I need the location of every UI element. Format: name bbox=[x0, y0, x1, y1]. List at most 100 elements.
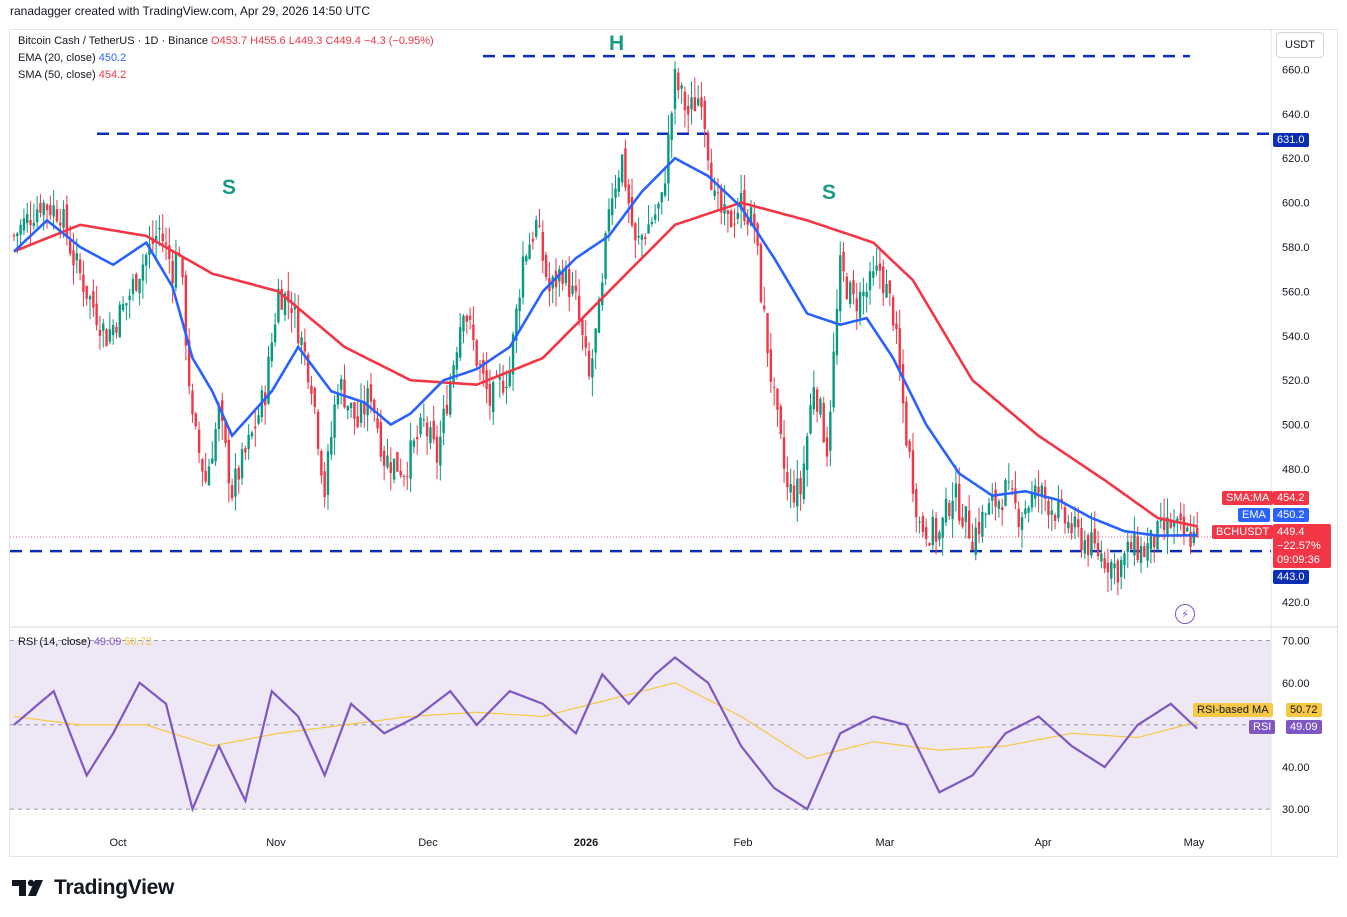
candle-body bbox=[521, 256, 525, 298]
candle-body bbox=[234, 468, 237, 497]
candle-body bbox=[92, 291, 95, 308]
time-label: Oct bbox=[109, 837, 126, 849]
candle-body bbox=[125, 303, 128, 306]
candle-body bbox=[1096, 543, 1100, 557]
candle-body bbox=[977, 521, 981, 535]
candle-body bbox=[254, 426, 257, 429]
candle-body bbox=[297, 307, 300, 344]
candle-body bbox=[948, 502, 951, 517]
candle-body bbox=[316, 411, 320, 449]
candle-body bbox=[799, 478, 802, 495]
candle-body bbox=[386, 455, 389, 468]
candle-body bbox=[1149, 530, 1153, 549]
candle-body bbox=[409, 440, 412, 479]
candle-body bbox=[825, 437, 829, 457]
candle-body bbox=[465, 315, 468, 322]
candle-body bbox=[145, 255, 148, 266]
time-label: Feb bbox=[734, 837, 753, 849]
candle-body bbox=[594, 328, 597, 353]
candle-body bbox=[458, 326, 462, 358]
candle-body bbox=[1182, 516, 1186, 535]
legend-rsi-row[interactable]: RSI (14, close) 49.09 50.72 bbox=[18, 636, 152, 648]
candle-body bbox=[416, 437, 419, 440]
candle-body bbox=[862, 291, 865, 296]
legend-ema-row[interactable]: EMA (20, close) 450.2 bbox=[18, 52, 126, 64]
candle-body bbox=[111, 324, 115, 336]
candle-body bbox=[472, 324, 475, 341]
candle-body bbox=[528, 244, 531, 260]
candle-body bbox=[769, 349, 773, 382]
candle-body bbox=[710, 162, 713, 191]
candle-body bbox=[564, 266, 568, 284]
candle-body bbox=[875, 265, 878, 271]
candle-body bbox=[954, 483, 958, 498]
currency-button[interactable]: USDT bbox=[1276, 32, 1324, 58]
candle-body bbox=[1106, 562, 1110, 573]
candle-body bbox=[85, 285, 88, 299]
candle-body bbox=[306, 354, 310, 383]
candle-body bbox=[174, 253, 178, 288]
candle-body bbox=[924, 527, 928, 540]
tradingview-logo-icon bbox=[12, 879, 43, 896]
candle-body bbox=[680, 85, 683, 89]
candle-body bbox=[82, 274, 85, 292]
candle-body bbox=[812, 387, 816, 410]
rsi-ma-axis-value: 50.72 bbox=[1286, 703, 1322, 717]
candle-body bbox=[425, 422, 429, 437]
candle-body bbox=[581, 319, 584, 336]
candle-body bbox=[267, 356, 270, 404]
candle-body bbox=[855, 298, 858, 312]
candle-body bbox=[802, 463, 806, 500]
candle-body bbox=[1123, 553, 1126, 566]
candle-body bbox=[1090, 532, 1093, 556]
candle-body bbox=[1080, 527, 1083, 551]
candle-body bbox=[571, 285, 574, 294]
last-price: 449.4 bbox=[1277, 526, 1305, 538]
candle-body bbox=[439, 436, 442, 466]
candle-body bbox=[359, 401, 363, 423]
candle-body bbox=[736, 212, 739, 219]
candle-body bbox=[1113, 563, 1116, 569]
candle-body bbox=[958, 483, 961, 521]
candle-body bbox=[1192, 531, 1196, 543]
candle-body bbox=[1007, 481, 1011, 483]
legend-sma-row[interactable]: SMA (50, close) 454.2 bbox=[18, 69, 126, 81]
candle-body bbox=[885, 283, 888, 298]
candle-body bbox=[1133, 532, 1136, 556]
candle-body bbox=[839, 255, 842, 312]
candle-body bbox=[865, 291, 868, 298]
candle-body bbox=[650, 221, 654, 224]
candle-body bbox=[171, 260, 174, 284]
candle-body bbox=[915, 489, 918, 518]
candle-body bbox=[815, 389, 819, 412]
candle-body bbox=[653, 214, 657, 220]
ema-label: EMA (20, close) bbox=[18, 52, 96, 64]
right-shoulder-label: S bbox=[822, 181, 837, 204]
candle-body bbox=[534, 219, 538, 237]
candle-body bbox=[561, 271, 564, 284]
candle-body bbox=[35, 209, 39, 223]
candle-body bbox=[468, 315, 472, 320]
candle-body bbox=[604, 233, 607, 279]
time-label: 2026 bbox=[574, 837, 598, 849]
candle-body bbox=[753, 213, 756, 228]
candle-body bbox=[1067, 522, 1070, 529]
rsi-label: RSI (14, close) bbox=[18, 636, 91, 648]
candle-body bbox=[882, 266, 885, 294]
candle-body bbox=[1073, 516, 1077, 528]
lightning-icon[interactable]: ⚡ bbox=[1175, 604, 1195, 624]
candle-body bbox=[435, 436, 439, 463]
symbol-title[interactable]: Bitcoin Cash / TetherUS · 1D · Binance bbox=[18, 35, 208, 47]
candle-body bbox=[806, 436, 809, 471]
sma-ma-tag: SMA:MA bbox=[1222, 491, 1274, 505]
sma-value: 454.2 bbox=[98, 69, 127, 81]
candle-body bbox=[396, 452, 399, 472]
candle-body bbox=[105, 329, 108, 347]
candle-body bbox=[782, 437, 786, 469]
candle-body bbox=[244, 448, 247, 453]
candle-body bbox=[1162, 517, 1166, 531]
candle-body bbox=[382, 450, 386, 467]
candle-body bbox=[1050, 510, 1053, 515]
candle-body bbox=[624, 148, 627, 188]
